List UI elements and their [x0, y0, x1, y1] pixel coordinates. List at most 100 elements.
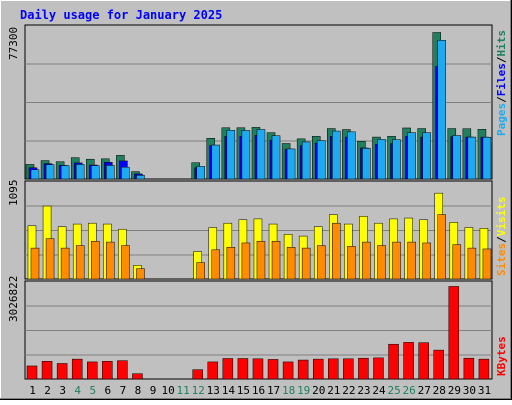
pages-bar	[392, 139, 401, 180]
legend-sep-3: /	[495, 236, 508, 243]
x-tick-label: 12	[192, 384, 205, 397]
sites-bar	[316, 245, 326, 280]
kbytes-bar	[448, 286, 460, 380]
chart-title: Daily usage for January 2025	[20, 8, 222, 22]
sites-bar	[136, 268, 145, 280]
legend-visits: Visits	[495, 197, 508, 237]
x-tick-label: 14	[222, 384, 236, 397]
x-tick-label: 20	[312, 384, 325, 397]
pages-bar	[256, 129, 266, 180]
sites-bar	[75, 245, 85, 280]
pages-bar	[422, 132, 431, 180]
pages-bar	[467, 136, 477, 180]
sites-bar	[256, 240, 266, 280]
pages-bar	[347, 131, 356, 180]
x-tick-label: 9	[150, 384, 157, 397]
x-tick-label: 13	[207, 384, 220, 397]
legend-files: Files	[495, 63, 508, 96]
kbytes-bar	[41, 361, 53, 380]
kbytes-panel-legend: KBytes	[495, 336, 508, 376]
sites-bar	[347, 246, 356, 280]
sites-bar	[226, 246, 236, 280]
kbytes-bar	[222, 358, 234, 380]
legend-hits: Hits	[495, 30, 508, 57]
x-tick-label: 6	[105, 384, 112, 397]
pages-bar	[316, 140, 326, 180]
kbytes-bar	[297, 359, 309, 380]
x-tick-label: 28	[433, 384, 446, 397]
x-tick-label: 15	[237, 384, 250, 397]
kbytes-panel-max-label: 3026822	[7, 276, 20, 322]
pages-bar	[75, 164, 85, 180]
x-tick-label: 10	[161, 384, 174, 397]
sites-bar	[106, 241, 115, 280]
x-tick-label: 27	[418, 384, 431, 397]
sites-bar	[121, 245, 130, 280]
sites-bar	[482, 248, 492, 280]
kbytes-bar	[463, 357, 475, 380]
pages-bar	[45, 164, 55, 180]
x-tick-label: 18	[282, 384, 295, 397]
sites-bar	[241, 242, 251, 280]
sites-bar	[377, 245, 386, 280]
hits-panel-max-label: 77300	[7, 27, 20, 60]
x-tick-label: 23	[357, 384, 370, 397]
pages-bar	[121, 166, 130, 180]
pages-bar	[106, 165, 115, 180]
x-tick-label: 1	[29, 384, 36, 397]
sites-bar	[60, 247, 70, 280]
kbytes-bar	[358, 357, 369, 380]
kbytes-bar	[117, 360, 128, 380]
x-tick-label: 2	[44, 384, 51, 397]
kbytes-bar	[478, 358, 490, 380]
kbytes-bar	[388, 343, 399, 380]
sites-bar	[422, 242, 431, 280]
x-tick-label: 31	[478, 384, 491, 397]
x-tick-label: 30	[463, 384, 476, 397]
kbytes-bar	[418, 342, 429, 380]
kbytes-bar	[132, 373, 143, 380]
x-tick-label: 4	[74, 384, 81, 397]
pages-bar	[362, 148, 371, 180]
pages-bar	[211, 144, 221, 180]
kbytes-bar	[252, 358, 264, 380]
sites-bar	[437, 214, 446, 280]
sites-bar	[301, 247, 311, 280]
pages-bar	[196, 166, 205, 180]
hits-panel-legend: Pages/Files/Hits	[495, 30, 508, 136]
kbytes-bar	[328, 358, 339, 380]
kbytes-bar	[343, 358, 354, 380]
pages-bar	[226, 130, 236, 180]
visits-panel-max-label: 1095	[7, 180, 20, 207]
x-tick-label: 5	[89, 384, 96, 397]
pages-bar	[482, 137, 492, 180]
x-tick-label: 24	[372, 384, 386, 397]
sites-bar	[392, 241, 401, 280]
pages-bar	[60, 165, 70, 180]
pages-bar	[332, 130, 341, 180]
sites-bar	[45, 238, 55, 280]
pages-bar	[286, 148, 296, 180]
sites-bar	[467, 247, 477, 280]
svg-text:KBytes: KBytes	[495, 336, 508, 376]
x-tick-label: 21	[327, 384, 340, 397]
pages-bar	[91, 165, 100, 180]
kbytes-bar	[433, 349, 444, 380]
sites-bar	[30, 247, 40, 280]
kbytes-bar	[403, 342, 414, 380]
pages-bar	[271, 135, 281, 180]
sites-bar	[271, 240, 281, 280]
pages-bar	[452, 135, 462, 180]
x-tick-label: 3	[59, 384, 66, 397]
sites-bar	[196, 262, 205, 280]
pages-bar	[301, 141, 311, 180]
sites-bar	[407, 241, 416, 280]
x-tick-label: 29	[448, 384, 461, 397]
x-tick-label: 26	[403, 384, 416, 397]
x-tick-label: 19	[297, 384, 310, 397]
x-tick-label: 16	[252, 384, 265, 397]
sites-bar	[362, 241, 371, 280]
pages-bar	[377, 139, 386, 180]
